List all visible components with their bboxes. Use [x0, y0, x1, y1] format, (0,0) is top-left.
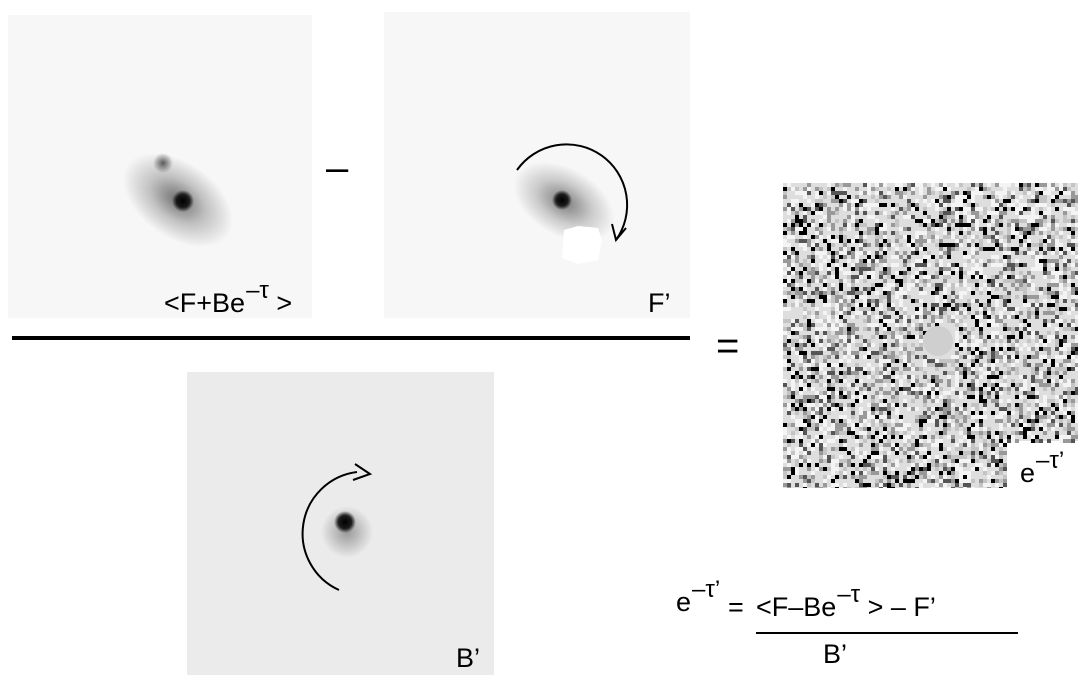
minus-operator: – — [326, 146, 349, 190]
equation-lhs: e–τ’ — [676, 576, 720, 617]
image-panel-result — [783, 183, 1078, 488]
equation-lhs-sup: –τ’ — [692, 576, 721, 603]
image-panel-top-right — [384, 12, 690, 318]
label-result: e–τ’ — [1020, 449, 1064, 488]
fraction-bar — [12, 336, 690, 340]
label-top-left-sup: –τ — [246, 277, 269, 304]
label-result-main: e — [1020, 458, 1036, 488]
equation-equals: = — [728, 592, 744, 622]
label-bottom: B’ — [456, 643, 481, 673]
label-top-right: F’ — [648, 288, 671, 318]
equation-numerator-tail: > – F’ — [860, 592, 936, 622]
equation-lhs-main: e — [676, 587, 692, 617]
equation-numerator-sup: –τ — [837, 581, 861, 608]
residual-blob — [923, 326, 953, 356]
equation-denominator: B’ — [823, 639, 848, 669]
equals-operator: = — [716, 324, 740, 368]
equation-numerator-main: <F–Be — [756, 592, 837, 622]
background-image — [187, 372, 494, 675]
equation-fraction-line — [756, 632, 1018, 634]
label-top-left: <F+Be–τ > — [164, 279, 293, 318]
label-result-sup: –τ’ — [1036, 447, 1065, 474]
galaxy-image — [8, 15, 312, 318]
equation-numerator: <F–Be–τ > – F’ — [756, 581, 936, 623]
image-panel-top-left — [8, 15, 312, 318]
label-top-left-main: <F+Be — [164, 288, 246, 318]
noise-image — [783, 183, 1078, 488]
image-panel-bottom — [187, 372, 494, 675]
model-image — [384, 12, 690, 318]
equation: e–τ’ = <F–Be–τ > – F’ B’ — [676, 576, 1018, 669]
label-top-left-tail: > — [268, 288, 293, 318]
